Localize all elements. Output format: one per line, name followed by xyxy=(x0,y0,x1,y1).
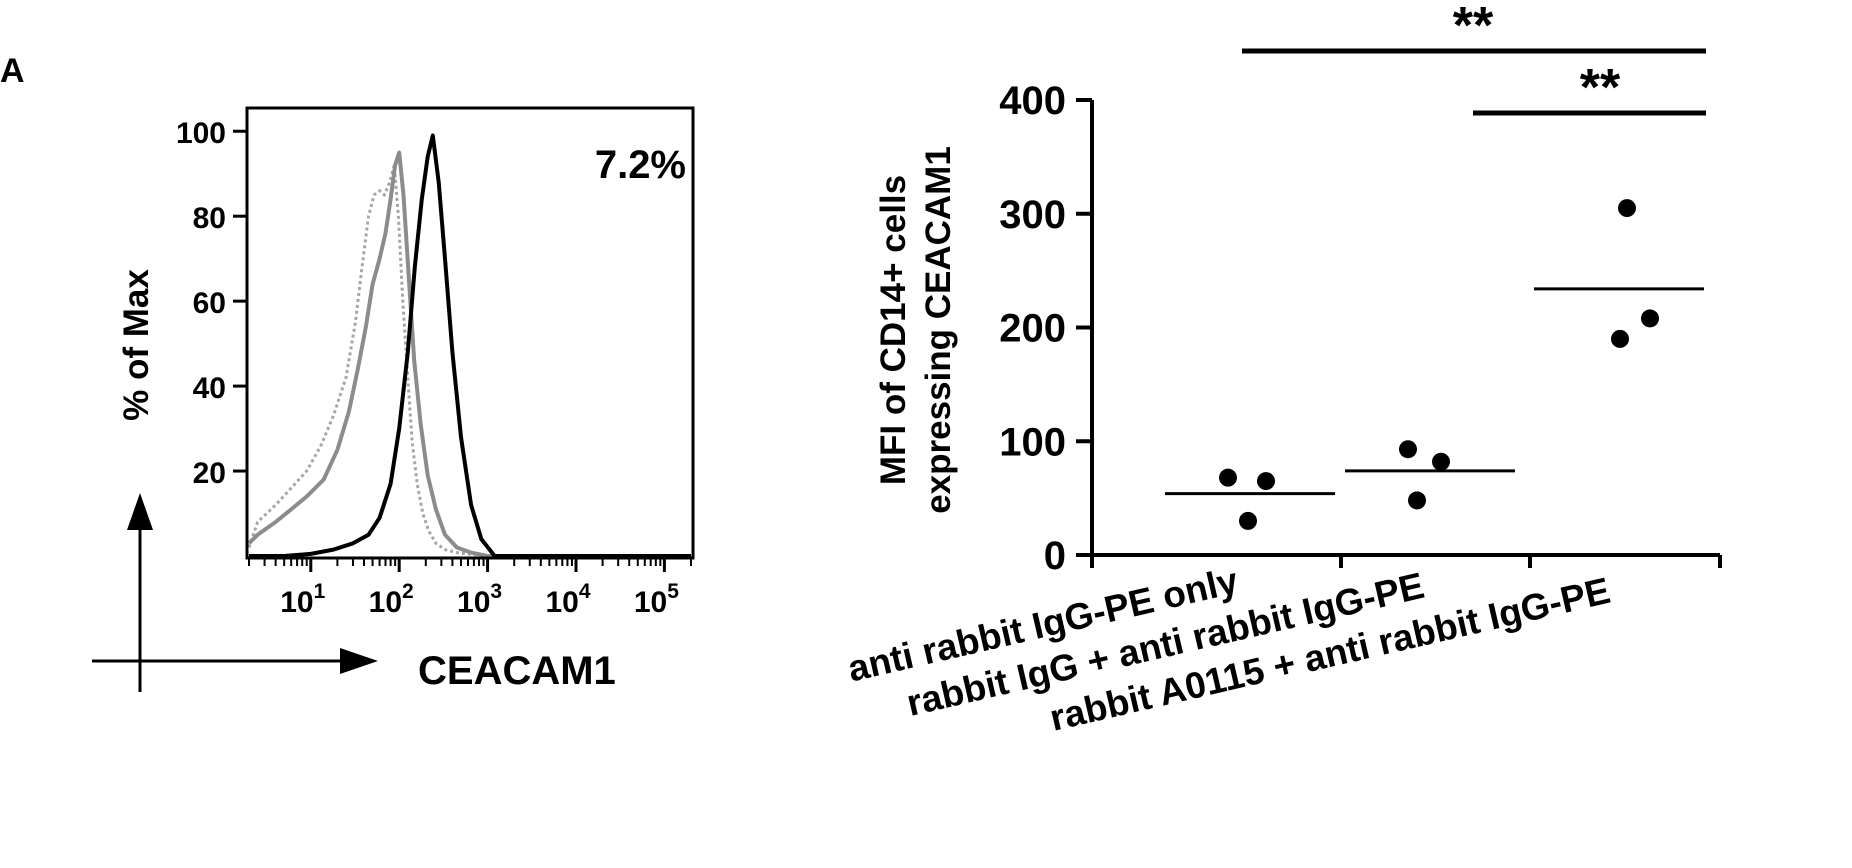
scatter-y-tick-label: 200 xyxy=(999,307,1066,351)
histogram-y-tick-label: 20 xyxy=(193,457,226,490)
histogram-frame xyxy=(245,106,695,560)
data-point xyxy=(1611,329,1629,348)
histogram-y-tick-label: 40 xyxy=(193,372,226,405)
histogram-x-tick-label: 101 xyxy=(280,580,325,619)
data-point xyxy=(1239,511,1257,530)
histogram-panel: 20 40 60 80 100 101 102 103 104 105 7.2% % of Ma… xyxy=(92,106,695,693)
scatter-panel: 0 100 200 300 400 MFI of CD14+ cells express… xyxy=(844,0,1722,739)
histogram-curve-2 xyxy=(247,150,691,558)
panel-label: A xyxy=(0,52,25,90)
scatter-y-label-line-1: MFI of CD14+ cells xyxy=(874,175,913,485)
histogram-y-ticks: 20 40 60 80 100 xyxy=(176,117,247,490)
significance-label: ** xyxy=(1453,0,1494,55)
scatter-y-ticks: 0 100 200 300 400 xyxy=(999,79,1092,578)
data-point xyxy=(1257,472,1275,491)
data-point xyxy=(1219,468,1237,487)
data-point xyxy=(1432,452,1450,471)
histogram-x-tick-label: 102 xyxy=(369,580,414,619)
histogram-x-tick-label: 103 xyxy=(457,580,502,619)
scatter-points xyxy=(1219,199,1659,530)
data-point xyxy=(1399,440,1417,459)
scatter-y-tick-label: 300 xyxy=(999,193,1066,237)
scatter-y-tick-label: 100 xyxy=(999,420,1066,464)
histogram-curve-3 xyxy=(249,133,691,558)
histogram-y-tick-label: 100 xyxy=(176,117,226,150)
data-point xyxy=(1618,199,1636,218)
scatter-y-tick-label: 0 xyxy=(1044,534,1066,578)
scatter-y-label-line-2: expressing CEACAM1 xyxy=(919,146,958,514)
scatter-mean-lines xyxy=(1165,287,1704,496)
histogram-y-label: % of Max xyxy=(117,269,156,421)
data-point xyxy=(1641,309,1659,328)
significance-label: ** xyxy=(1580,59,1621,117)
histogram-x-tick-label: 105 xyxy=(634,580,679,619)
scatter-x-ticks xyxy=(1090,555,1722,568)
scatter-y-tick-label: 400 xyxy=(999,79,1066,123)
histogram-y-tick-label: 80 xyxy=(193,202,226,235)
histogram-annotation: 7.2% xyxy=(595,143,686,187)
histogram-x-tick-label: 104 xyxy=(545,580,590,619)
significance-brackets: ** ** xyxy=(1242,0,1706,117)
histogram-y-tick-label: 60 xyxy=(193,287,226,320)
histogram-x-ticks: 101 102 103 104 105 xyxy=(248,558,692,619)
histogram-x-label: CEACAM1 xyxy=(418,649,616,693)
x-arrow-head xyxy=(340,648,378,674)
histogram-curves xyxy=(247,133,691,558)
data-point xyxy=(1408,491,1426,510)
y-arrow-head xyxy=(127,493,153,530)
